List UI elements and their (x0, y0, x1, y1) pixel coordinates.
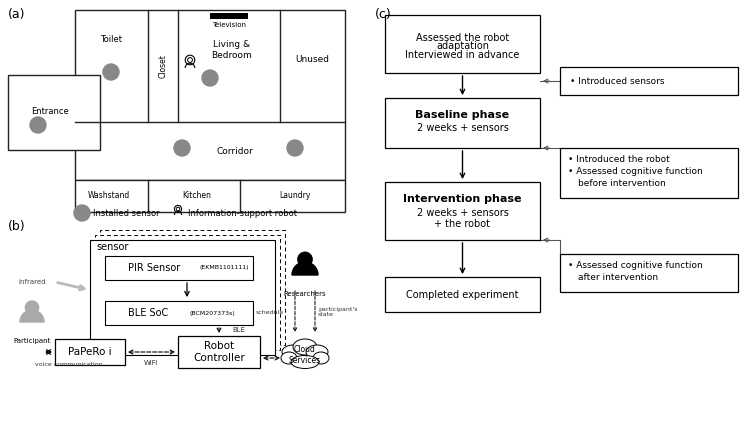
Bar (8, 75, 100, 150)
Bar (55, 339, 125, 365)
Ellipse shape (291, 356, 319, 369)
Circle shape (175, 206, 181, 212)
Text: Toilet: Toilet (100, 36, 122, 44)
Circle shape (176, 207, 180, 211)
Ellipse shape (282, 345, 304, 359)
Text: BLE: BLE (232, 327, 245, 333)
Text: sensor: sensor (96, 242, 128, 252)
Circle shape (298, 252, 312, 267)
Ellipse shape (293, 339, 317, 355)
Text: (c): (c) (375, 8, 392, 21)
Text: Installed sensor: Installed sensor (93, 209, 160, 218)
Text: Corridor: Corridor (217, 147, 254, 157)
Text: adaptation: adaptation (436, 41, 489, 51)
Text: WiFi: WiFi (144, 360, 158, 366)
Bar (105, 256, 253, 280)
Text: Television: Television (212, 22, 246, 28)
Bar (105, 301, 253, 325)
Text: Living &
Bedroom: Living & Bedroom (211, 40, 252, 60)
Text: • Introduced sensors: • Introduced sensors (570, 77, 664, 86)
Bar (385, 182, 540, 240)
Text: Completed experiment: Completed experiment (406, 289, 519, 300)
Text: (a): (a) (8, 8, 26, 21)
Text: Robot
Controller: Robot Controller (194, 341, 244, 363)
Bar (210, 13, 248, 19)
Text: 2 weeks + sensors: 2 weeks + sensors (416, 208, 509, 218)
Bar (100, 230, 285, 345)
Text: Cloud
Services: Cloud Services (289, 345, 321, 365)
Text: Assessed the robot: Assessed the robot (416, 33, 509, 43)
Text: 2 weeks + sensors: 2 weeks + sensors (416, 123, 509, 133)
Bar (75, 10, 345, 180)
Circle shape (185, 55, 195, 65)
Ellipse shape (281, 352, 297, 364)
Text: Participant: Participant (13, 338, 51, 344)
Text: Interviewed in advance: Interviewed in advance (405, 50, 520, 60)
Bar (560, 148, 738, 198)
Text: Information-support robot: Information-support robot (188, 209, 297, 218)
Bar (178, 336, 260, 368)
Bar (385, 98, 540, 148)
Circle shape (74, 205, 90, 221)
Text: Entrance: Entrance (31, 108, 69, 117)
Text: participant's
state: participant's state (318, 307, 358, 317)
Text: • Assessed cognitive function: • Assessed cognitive function (568, 168, 703, 176)
Bar (560, 67, 738, 95)
Bar (385, 15, 540, 73)
Circle shape (287, 140, 303, 156)
Wedge shape (292, 262, 318, 275)
Text: Intervention phase: Intervention phase (404, 194, 522, 204)
Text: Researchers: Researchers (284, 291, 326, 297)
Text: infrared: infrared (18, 279, 46, 285)
Text: BLE SoC: BLE SoC (128, 308, 168, 318)
Wedge shape (20, 310, 44, 322)
Bar (95, 235, 280, 350)
Ellipse shape (313, 352, 329, 364)
Circle shape (26, 301, 38, 314)
Text: Unused: Unused (295, 55, 329, 64)
Text: Closet: Closet (158, 54, 167, 78)
Text: (b): (b) (8, 220, 26, 233)
Text: Baseline phase: Baseline phase (416, 110, 509, 120)
Ellipse shape (306, 345, 328, 359)
Text: Laundry: Laundry (279, 191, 310, 200)
Bar (560, 254, 738, 292)
Text: • Assessed cognitive function: • Assessed cognitive function (568, 261, 703, 270)
Text: schedule: schedule (256, 310, 284, 314)
Text: PaPeRo i: PaPeRo i (68, 347, 112, 357)
Text: + the robot: + the robot (434, 219, 490, 229)
Circle shape (188, 58, 193, 62)
Text: after intervention: after intervention (578, 273, 658, 283)
Text: before intervention: before intervention (578, 179, 666, 188)
Text: (EKMB1101111): (EKMB1101111) (200, 265, 250, 270)
Circle shape (202, 70, 218, 86)
Text: PIR Sensor: PIR Sensor (128, 263, 180, 273)
Bar (90, 240, 275, 355)
Circle shape (103, 64, 119, 80)
Bar (385, 277, 540, 312)
Text: (BCM207373s): (BCM207373s) (190, 310, 236, 316)
Text: voice communication: voice communication (35, 362, 103, 367)
Text: • Introduced the robot: • Introduced the robot (568, 156, 670, 165)
Circle shape (174, 140, 190, 156)
Circle shape (30, 117, 46, 133)
Text: Kitchen: Kitchen (182, 191, 212, 200)
Text: Washstand: Washstand (88, 191, 130, 200)
Bar (75, 180, 345, 212)
